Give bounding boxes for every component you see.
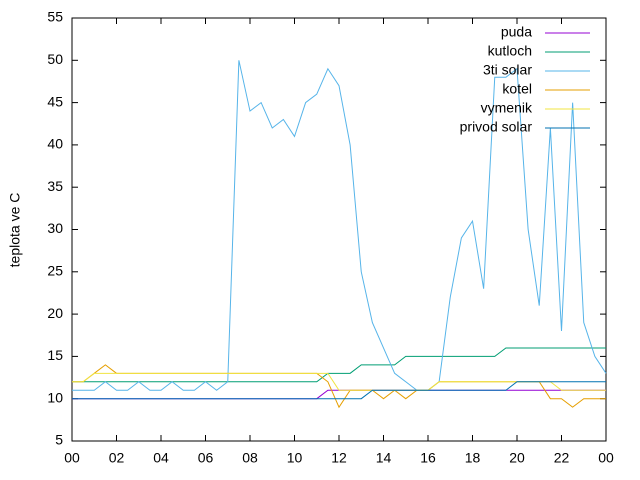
x-tick-label: 16	[420, 450, 436, 466]
x-tick-label: 02	[109, 450, 125, 466]
x-tick-label: 00	[64, 450, 80, 466]
x-tick-label: 14	[376, 450, 392, 466]
x-tick-label: 08	[242, 450, 258, 466]
legend-label: puda	[501, 24, 532, 40]
x-tick-label: 10	[287, 450, 303, 466]
legend-label: kotel	[502, 81, 532, 97]
series-line	[72, 347, 606, 383]
y-tick-label: 5	[55, 432, 63, 448]
y-tick-label: 55	[47, 9, 63, 25]
y-tick-label: 45	[47, 93, 63, 109]
x-tick-label: 00	[598, 450, 614, 466]
legend-label: kutloch	[488, 43, 532, 59]
x-tick-label: 06	[198, 450, 214, 466]
series-line	[72, 60, 607, 391]
legend-label: 3ti solar	[483, 62, 532, 78]
x-tick-label: 18	[465, 450, 481, 466]
x-tick-label: 20	[509, 450, 525, 466]
x-tick-label: 12	[331, 450, 347, 466]
y-tick-label: 40	[47, 136, 63, 152]
y-tick-label: 15	[47, 347, 63, 363]
y-tick-label: 20	[47, 305, 63, 321]
series-line	[72, 381, 606, 400]
y-tick-label: 50	[47, 51, 63, 67]
x-tick-label: 04	[153, 450, 169, 466]
legend-label: vymenik	[481, 100, 533, 116]
legend-label: privod solar	[460, 119, 533, 135]
y-tick-label: 30	[47, 220, 63, 236]
y-tick-label: 25	[47, 263, 63, 279]
y-axis-label: teplota ve C	[7, 193, 23, 268]
x-tick-label: 22	[554, 450, 570, 466]
y-tick-label: 35	[47, 178, 63, 194]
y-tick-label: 10	[47, 389, 63, 405]
